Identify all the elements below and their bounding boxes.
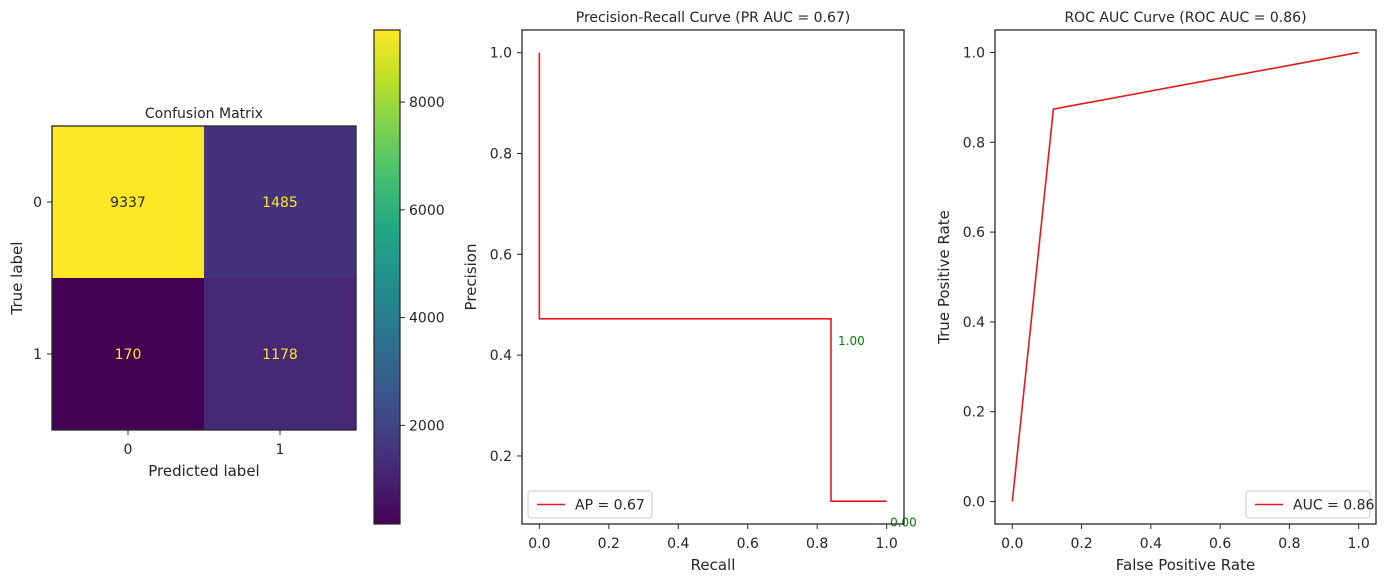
series-line: [538, 52, 887, 502]
y-tick-label: 1: [33, 347, 42, 363]
x-tick-label: 0.6: [737, 536, 759, 552]
x-tick-label: 0.8: [1278, 536, 1300, 552]
y-tick-label: 0.8: [490, 147, 512, 163]
x-tick-label: 1: [276, 442, 285, 458]
confusion-matrix-chart: 9337 1485 170 1178 0 1 0 1 Confusion Matrix Predi…: [8, 29, 445, 525]
legend-label: AUC = 0.86: [1293, 498, 1374, 514]
y-tick-label: 0.0: [963, 495, 985, 511]
matrix-cell: [52, 126, 204, 278]
colorbar-tick-label: 6000: [409, 203, 445, 219]
x-tick-label: 0.4: [1140, 536, 1162, 552]
matrix-cell: [204, 278, 356, 430]
matrix-cell: [52, 278, 204, 430]
y-axis-label: True Positive Rate: [935, 210, 953, 345]
y-axis-label: True label: [8, 242, 26, 316]
y-tick-label: 0.6: [963, 225, 985, 241]
x-axis-label: Recall: [691, 556, 736, 574]
colorbar-tick-label: 8000: [409, 95, 445, 111]
x-tick-label: 0.2: [598, 536, 620, 552]
y-tick-label: 0: [33, 195, 42, 211]
y-tick-label: 0.4: [963, 315, 985, 331]
y-tick-label: 0.8: [963, 135, 985, 151]
chart-title: Precision-Recall Curve (PR AUC = 0.67): [576, 10, 850, 26]
x-tick-label: 0.4: [667, 536, 689, 552]
x-axis-label: False Positive Rate: [1116, 556, 1255, 574]
y-tick-label: 0.6: [490, 247, 512, 263]
y-tick-label: 0.4: [490, 348, 512, 364]
axes-frame: [994, 29, 1377, 525]
legend-label: AP = 0.67: [575, 498, 645, 514]
series-line: [1011, 51, 1359, 502]
x-tick-label: 1.0: [876, 536, 898, 552]
cell-value-label: 1485: [262, 195, 298, 211]
x-tick-label: 0.0: [528, 536, 550, 552]
chart-title: ROC AUC Curve (ROC AUC = 0.86): [1064, 10, 1306, 26]
cell-value-label: 1178: [262, 347, 298, 363]
x-tick-label: 1.0: [1348, 536, 1370, 552]
colorbar-gradient: [374, 30, 400, 524]
x-tick-label: 0.6: [1209, 536, 1231, 552]
x-tick-label: 0.0: [1001, 536, 1023, 552]
x-axis-label: Predicted label: [148, 462, 259, 480]
matrix-frame: [51, 125, 357, 431]
cell-value-label: 170: [115, 347, 142, 363]
y-tick-label: 0.2: [963, 405, 985, 421]
chart-title: Confusion Matrix: [145, 106, 263, 122]
colorbar-frame: [373, 29, 401, 525]
colorbar-tick-label: 4000: [409, 311, 445, 327]
roc-curve-chart: 0.0 0.2 0.4 0.6 0.8 1.0 0.0 0.2 0.4 0.6 0.8 1.0 ROC …: [935, 10, 1377, 574]
cell-value-label: 9337: [110, 195, 146, 211]
x-tick-label: 0: [124, 442, 133, 458]
colorbar-tick-label: 2000: [409, 418, 445, 434]
annotation-label: 1.00: [838, 334, 865, 348]
axes-frame: [521, 29, 905, 525]
y-tick-label: 0.2: [490, 449, 512, 465]
y-axis-label: Precision: [462, 244, 480, 311]
matrix-cell: [204, 126, 356, 278]
legend-box: [1245, 490, 1371, 519]
legend-box: [527, 490, 653, 519]
x-tick-label: 0.2: [1070, 536, 1092, 552]
x-tick-label: 0.8: [806, 536, 828, 552]
y-tick-label: 1.0: [963, 45, 985, 61]
y-tick-label: 1.0: [490, 46, 512, 62]
precision-recall-chart: 1.000.000.0 0.2 0.4 0.6 0.8 1.00.20.40.60.81.…: [462, 10, 917, 574]
